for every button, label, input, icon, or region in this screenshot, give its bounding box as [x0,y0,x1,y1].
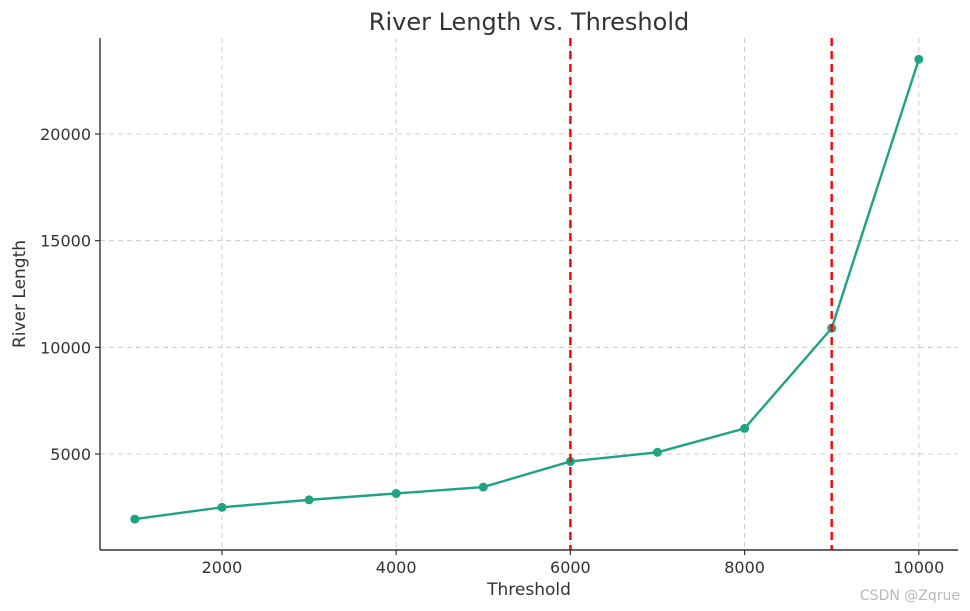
data-point [217,502,227,512]
data-point [652,447,662,457]
data-point [914,54,924,64]
x-tick-label: 6000 [550,558,591,577]
x-axis-label: Threshold [486,580,571,600]
x-tick-label: 10000 [893,558,944,577]
x-tick-label: 2000 [202,558,243,577]
y-tick-label: 10000 [40,338,91,357]
reference-lines [569,38,833,550]
axes [99,38,958,551]
y-tick-label: 5000 [50,445,91,464]
y-axis-label: River Length [10,240,30,348]
data-point [304,495,314,505]
data-point [130,514,140,524]
data-point [478,482,488,492]
data-point [391,488,401,498]
chart-title: River Length vs. Threshold [369,8,689,36]
data-point [740,423,750,433]
series-layer [130,54,924,524]
x-tick-label: 8000 [724,558,765,577]
series-line [134,58,920,521]
watermark: CSDN @Zqrue [860,588,960,604]
y-tick-label: 15000 [40,232,91,251]
x-tick-label: 4000 [376,558,417,577]
y-tick-label: 20000 [40,125,91,144]
ticks: 2000 4000 6000 8000 10000 5000 10000 15000 20000 [40,125,944,577]
